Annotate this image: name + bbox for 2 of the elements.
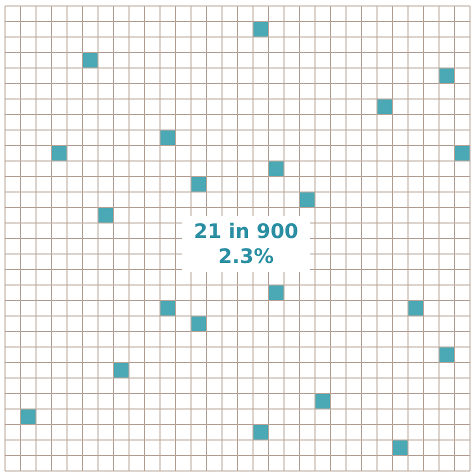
data-label: 21 in 900 [194, 219, 298, 243]
data-label: 2.3% [218, 244, 274, 268]
